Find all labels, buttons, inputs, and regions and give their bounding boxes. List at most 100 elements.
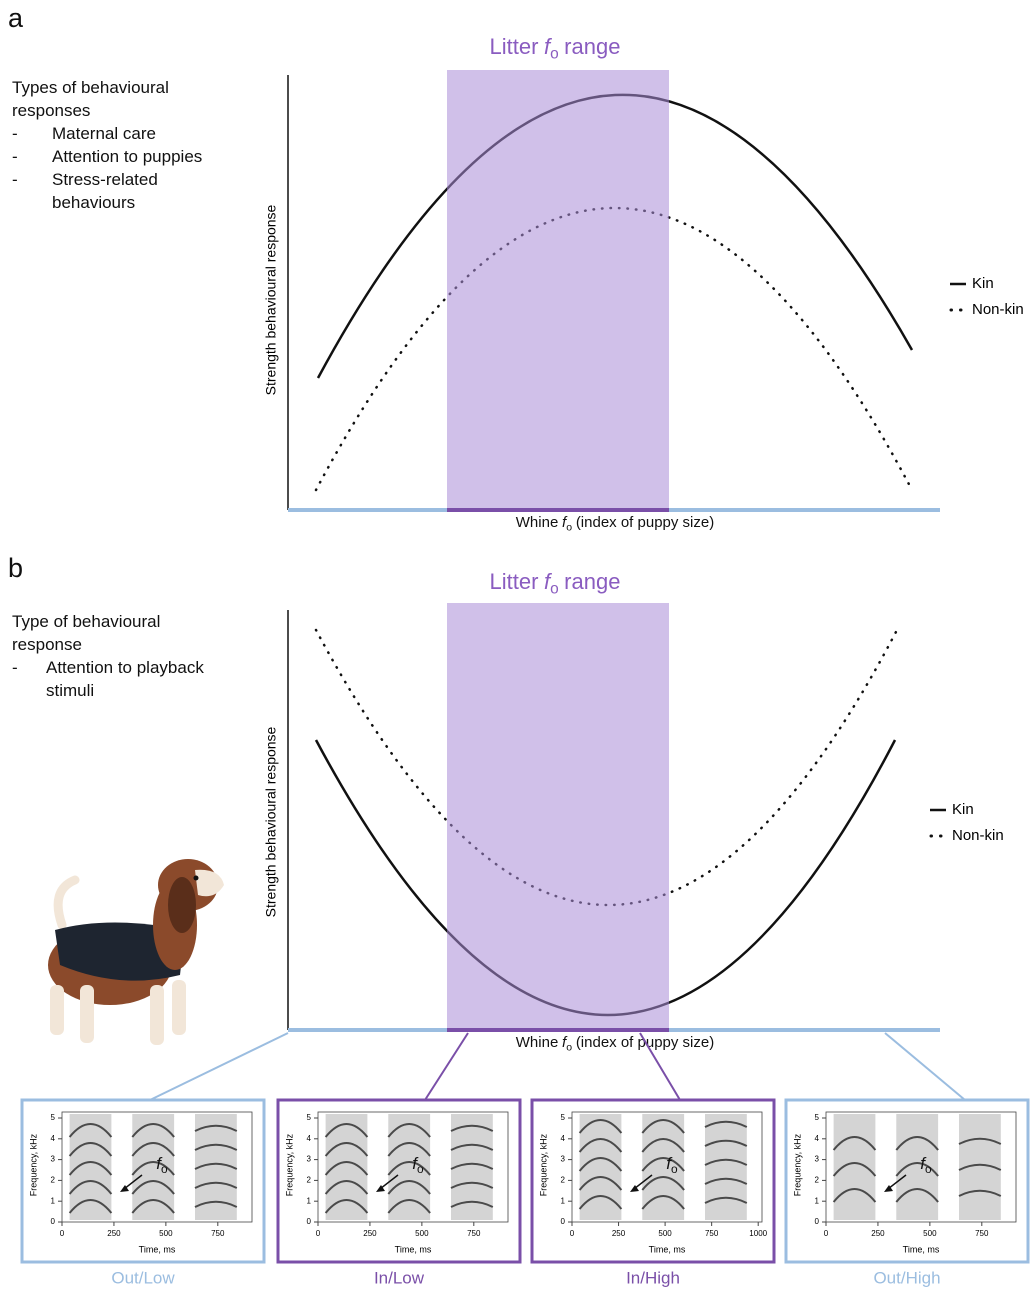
- connector: [149, 1032, 289, 1101]
- x-axis-label-text: Whine: [516, 1034, 559, 1051]
- x-tick-label: 0: [316, 1229, 321, 1238]
- y-axis-label: Frequency, kHz: [284, 1133, 294, 1196]
- y-axis-label: Strength behavioural response: [263, 726, 279, 917]
- plot-area: [317, 1111, 509, 1223]
- response-heading: Type of behavioural response: [12, 612, 161, 654]
- y-tick-label: 3: [815, 1155, 820, 1164]
- x-tick-label: 0: [824, 1229, 829, 1238]
- range-title: Litter fo range: [490, 34, 621, 63]
- spectrogram-label: In/Low: [374, 1268, 425, 1287]
- response-item: Maternal care: [52, 124, 156, 143]
- harmonic: [958, 1137, 1002, 1145]
- y-tick-label: 4: [51, 1134, 56, 1143]
- harmonic: [704, 1120, 748, 1128]
- harmonic: [704, 1177, 748, 1185]
- x-axis-label: Whine fo (index of puppy size): [516, 1034, 714, 1053]
- x-axis-label: Time, ms: [649, 1244, 686, 1254]
- response-heading: Types of behavioural responses: [12, 78, 169, 120]
- x-tick-label: 500: [923, 1229, 937, 1238]
- harmonic: [578, 1195, 623, 1210]
- fo-annotation-symbol: f: [412, 1154, 419, 1173]
- x-axis-label: Time, ms: [395, 1244, 432, 1254]
- y-tick-label: 1: [815, 1196, 820, 1205]
- y-tick-label: 3: [307, 1155, 312, 1164]
- range-title-subscript: o: [550, 46, 559, 63]
- y-tick-label: 2: [51, 1176, 56, 1185]
- harmonic: [578, 1176, 623, 1191]
- bullet: -: [12, 147, 18, 166]
- y-tick-label: 2: [815, 1176, 820, 1185]
- x-tick-label: 0: [570, 1229, 575, 1238]
- harmonic: [578, 1138, 623, 1153]
- harmonic: [578, 1157, 623, 1172]
- dog-illustration: [48, 859, 224, 1045]
- litter-range-band: [447, 603, 669, 1030]
- x-axis-label-subscript: o: [566, 1041, 572, 1053]
- harmonic: [194, 1162, 238, 1170]
- syllable-noise: [705, 1114, 747, 1220]
- spectrogram-label: In/High: [626, 1268, 680, 1287]
- harmonic: [68, 1123, 113, 1138]
- harmonic: [324, 1142, 369, 1157]
- x-axis-label-subscript: o: [566, 521, 572, 533]
- harmonic: [958, 1189, 1002, 1197]
- range-title-suffix: range: [564, 34, 620, 59]
- x-tick-label: 500: [658, 1229, 672, 1238]
- connector: [639, 1032, 681, 1101]
- harmonic: [578, 1119, 623, 1134]
- spectrogram-label: Out/High: [873, 1268, 940, 1287]
- x-tick-label: 750: [705, 1229, 719, 1238]
- fo-annotation: fo: [666, 1154, 678, 1176]
- x-tick-label: 250: [871, 1229, 885, 1238]
- response-item: Attention to puppies: [52, 147, 203, 166]
- y-tick-label: 1: [307, 1196, 312, 1205]
- harmonic: [704, 1158, 748, 1166]
- fo-annotation-symbol: f: [920, 1154, 927, 1173]
- harmonic: [324, 1199, 369, 1214]
- fo-annotation-subscript: o: [161, 1162, 168, 1176]
- fo-annotation-symbol: f: [156, 1154, 163, 1173]
- harmonic: [641, 1176, 685, 1191]
- fo-annotation-symbol: f: [666, 1154, 673, 1173]
- harmonic: [832, 1188, 877, 1203]
- harmonic: [895, 1188, 939, 1203]
- annotation-arrow: [379, 1174, 399, 1190]
- bullet: -: [12, 658, 18, 677]
- harmonic: [704, 1196, 748, 1204]
- litter-range-band: [447, 70, 669, 510]
- range-title-subscript: o: [550, 581, 559, 598]
- syllable-noise: [579, 1114, 622, 1220]
- fo-annotation: fo: [920, 1154, 932, 1176]
- range-title-text: Litter: [490, 569, 539, 594]
- harmonic: [450, 1162, 494, 1170]
- harmonic: [387, 1123, 431, 1138]
- harmonic: [895, 1162, 939, 1177]
- harmonic: [68, 1180, 113, 1195]
- syllable-noise: [833, 1114, 876, 1220]
- y-tick-label: 5: [561, 1113, 566, 1122]
- harmonic: [387, 1199, 431, 1214]
- bullet: -: [12, 170, 18, 189]
- x-axis-label: Whine fo (index of puppy size): [516, 514, 714, 533]
- range-title-symbol: f: [544, 34, 553, 59]
- arrow-head: [884, 1185, 893, 1192]
- x-tick-label: 250: [612, 1229, 626, 1238]
- spectrogram-label: Out/Low: [111, 1268, 175, 1287]
- x-axis-label: Time, ms: [903, 1244, 940, 1254]
- x-tick-label: 250: [107, 1229, 121, 1238]
- harmonic: [194, 1124, 238, 1132]
- range-title-symbol: f: [544, 569, 553, 594]
- plot-area: [61, 1111, 253, 1223]
- harmonic: [68, 1199, 113, 1214]
- non-kin-curve: [314, 628, 899, 907]
- connector: [884, 1032, 966, 1101]
- harmonic: [324, 1123, 369, 1138]
- x-tick-label: 750: [467, 1229, 481, 1238]
- x-tick-label: 1000: [749, 1229, 767, 1238]
- annotation-arrow: [633, 1174, 653, 1190]
- annotation-arrow: [887, 1174, 907, 1190]
- harmonic: [704, 1139, 748, 1147]
- annotation-arrow: [123, 1174, 143, 1190]
